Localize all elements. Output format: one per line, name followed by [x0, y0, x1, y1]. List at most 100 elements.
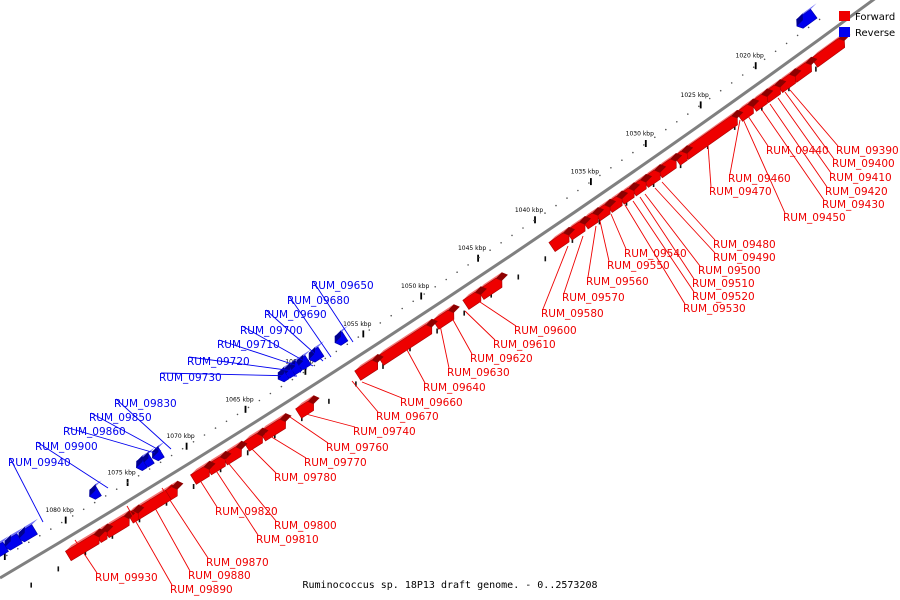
- tick-label: 1050 kbp: [401, 283, 429, 290]
- callout-line: [218, 339, 308, 370]
- gene-label: RUM_09420: [825, 186, 888, 198]
- major-tick: [754, 62, 757, 70]
- callout-line: [563, 235, 584, 294]
- major-tick: [244, 405, 247, 413]
- minor-tick: [93, 501, 96, 504]
- gene-label: RUM_09930: [95, 572, 158, 584]
- minor-tick: [730, 82, 733, 84]
- minor-tick: [708, 97, 711, 100]
- minor-tick: [148, 468, 151, 470]
- minor-tick: [280, 385, 283, 388]
- minor-tick: [274, 433, 276, 439]
- minor-tick: [679, 163, 682, 169]
- tick-label: 1075 kbp: [107, 470, 135, 477]
- forward-gene: [548, 226, 575, 253]
- callout-line: [464, 310, 496, 341]
- gene-label: RUM_09870: [206, 557, 269, 569]
- minor-tick: [643, 144, 645, 146]
- forward-gene: [462, 286, 487, 310]
- minor-tick: [192, 484, 195, 489]
- gene-label: RUM_09780: [274, 472, 337, 484]
- minor-tick: [676, 121, 678, 123]
- minor-tick: [84, 550, 87, 556]
- callout-line: [624, 204, 686, 305]
- callout-line: [747, 115, 769, 147]
- minor-tick: [225, 420, 228, 423]
- tick-label: 1070 kbp: [166, 433, 194, 440]
- callout-line: [115, 398, 172, 450]
- minor-tick: [28, 541, 30, 544]
- minor-tick: [788, 86, 790, 92]
- minor-tick: [291, 378, 294, 381]
- minor-tick: [796, 34, 799, 37]
- minor-tick: [302, 371, 305, 374]
- minor-tick: [445, 278, 448, 281]
- gene-label: RUM_09440: [766, 145, 829, 157]
- forward-gene: [259, 413, 292, 442]
- gene-label: RUM_09660: [400, 397, 463, 409]
- minor-tick: [652, 182, 655, 187]
- major-tick: [3, 553, 6, 560]
- reverse-gene: [334, 325, 349, 346]
- callout-line: [542, 245, 569, 310]
- gene-label: RUM_09890: [170, 584, 233, 596]
- forward-gene: [749, 88, 774, 112]
- minor-tick: [138, 517, 141, 523]
- minor-tick: [698, 105, 700, 108]
- minor-tick: [181, 447, 184, 450]
- legend: Forward Reverse: [839, 11, 895, 39]
- reverse-gene: [796, 3, 818, 29]
- minor-tick: [500, 242, 502, 244]
- legend-swatch: [839, 11, 850, 21]
- callout-line: [707, 144, 712, 188]
- major-tick: [64, 516, 67, 524]
- callout-line: [312, 280, 354, 343]
- gene-label: RUM_09820: [215, 506, 278, 518]
- gene-label: RUM_09700: [240, 325, 303, 337]
- major-tick: [477, 254, 479, 262]
- minor-tick: [511, 234, 513, 237]
- gene-label: RUM_09650: [311, 280, 374, 292]
- callout-line: [90, 412, 162, 452]
- callout-line: [188, 356, 302, 373]
- minor-tick: [632, 151, 634, 154]
- minor-tick: [17, 548, 19, 550]
- gene-label: RUM_09550: [607, 260, 670, 272]
- minor-tick: [763, 58, 766, 61]
- forward-gene: [64, 528, 106, 562]
- major-tick: [304, 367, 307, 375]
- gene-label: RUM_09800: [274, 520, 337, 532]
- minor-tick: [522, 227, 524, 229]
- minor-tick: [165, 500, 168, 506]
- gene-label: RUM_09670: [376, 411, 439, 423]
- forward-gene: [810, 32, 851, 68]
- gene-label: RUM_09880: [188, 570, 251, 582]
- minor-tick: [463, 310, 465, 316]
- forward-gene: [377, 318, 438, 366]
- callout-line: [644, 193, 701, 267]
- callout-line: [784, 91, 835, 160]
- callout-line: [351, 380, 379, 413]
- gene-label: RUM_09610: [493, 339, 556, 351]
- forward-gene: [432, 304, 460, 330]
- tick-label: 1040 kbp: [515, 207, 543, 214]
- reverse-gene: [136, 452, 148, 471]
- major-tick: [699, 101, 702, 109]
- minor-tick: [258, 399, 261, 402]
- gene-label: RUM_09850: [89, 412, 152, 424]
- gene-label: RUM_09520: [692, 291, 755, 303]
- minor-tick: [456, 271, 458, 274]
- minor-tick: [301, 416, 303, 422]
- gene-label: RUM_09830: [114, 398, 177, 410]
- tick-label: 1080 kbp: [46, 507, 74, 514]
- legend-swatch: [839, 27, 850, 37]
- minor-tick: [357, 336, 360, 338]
- minor-tick: [588, 182, 590, 184]
- minor-tick: [39, 534, 41, 537]
- forward-gene: [243, 427, 269, 452]
- reverse-gene: [0, 536, 9, 557]
- tick-label: 1065 kbp: [225, 396, 253, 403]
- reverse-gene: [4, 527, 23, 551]
- minor-tick: [355, 381, 357, 387]
